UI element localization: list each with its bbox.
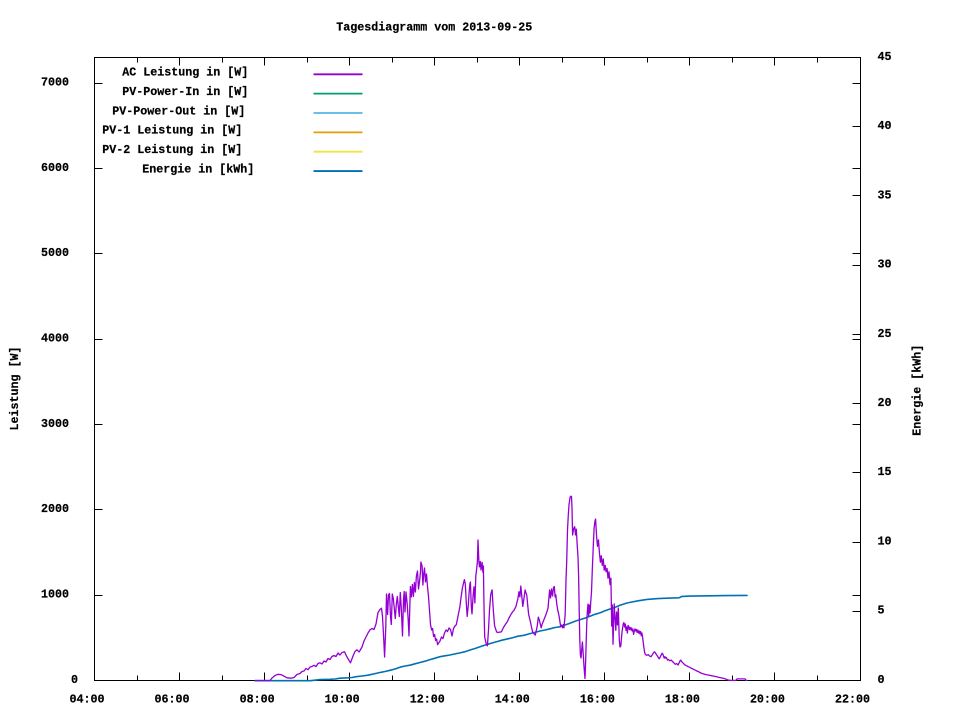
svg-text:PV-Power-In in [W]: PV-Power-In in [W] [122, 85, 248, 99]
svg-text:6000: 6000 [41, 161, 69, 175]
svg-text:20: 20 [878, 396, 892, 410]
svg-text:Leistung [W]: Leistung [W] [8, 347, 22, 431]
svg-text:06:00: 06:00 [155, 692, 190, 706]
svg-text:Energie [kWh]: Energie [kWh] [911, 345, 925, 436]
svg-text:2000: 2000 [41, 502, 69, 516]
svg-text:18:00: 18:00 [665, 692, 700, 706]
svg-text:5: 5 [878, 604, 885, 618]
svg-text:14:00: 14:00 [495, 692, 530, 706]
svg-text:0: 0 [71, 673, 78, 687]
svg-text:10: 10 [878, 534, 892, 548]
svg-text:Tagesdiagramm vom 2013-09-25: Tagesdiagramm vom 2013-09-25 [336, 20, 532, 34]
svg-text:AC Leistung in [W]: AC Leistung in [W] [122, 66, 248, 80]
svg-text:4000: 4000 [41, 331, 69, 345]
svg-text:25: 25 [878, 327, 892, 341]
svg-text:15: 15 [878, 465, 892, 479]
svg-text:PV-2 Leistung in [W]: PV-2 Leistung in [W] [102, 143, 242, 157]
svg-text:3000: 3000 [41, 417, 69, 431]
svg-text:10:00: 10:00 [325, 692, 360, 706]
svg-text:45: 45 [878, 50, 892, 64]
svg-text:22:00: 22:00 [835, 692, 870, 706]
svg-text:Energie in [kWh]: Energie in [kWh] [142, 162, 254, 176]
svg-text:30: 30 [878, 258, 892, 272]
svg-text:40: 40 [878, 119, 892, 133]
svg-text:16:00: 16:00 [580, 692, 615, 706]
svg-text:35: 35 [878, 188, 892, 202]
svg-text:04:00: 04:00 [70, 692, 105, 706]
svg-text:7000: 7000 [41, 75, 69, 89]
svg-text:08:00: 08:00 [240, 692, 275, 706]
svg-text:PV-Power-Out in [W]: PV-Power-Out in [W] [112, 104, 245, 118]
svg-text:0: 0 [878, 673, 885, 687]
svg-text:5000: 5000 [41, 246, 69, 260]
svg-text:12:00: 12:00 [410, 692, 445, 706]
svg-text:PV-1 Leistung in [W]: PV-1 Leistung in [W] [102, 124, 242, 138]
svg-text:20:00: 20:00 [750, 692, 785, 706]
svg-text:1000: 1000 [41, 588, 69, 602]
